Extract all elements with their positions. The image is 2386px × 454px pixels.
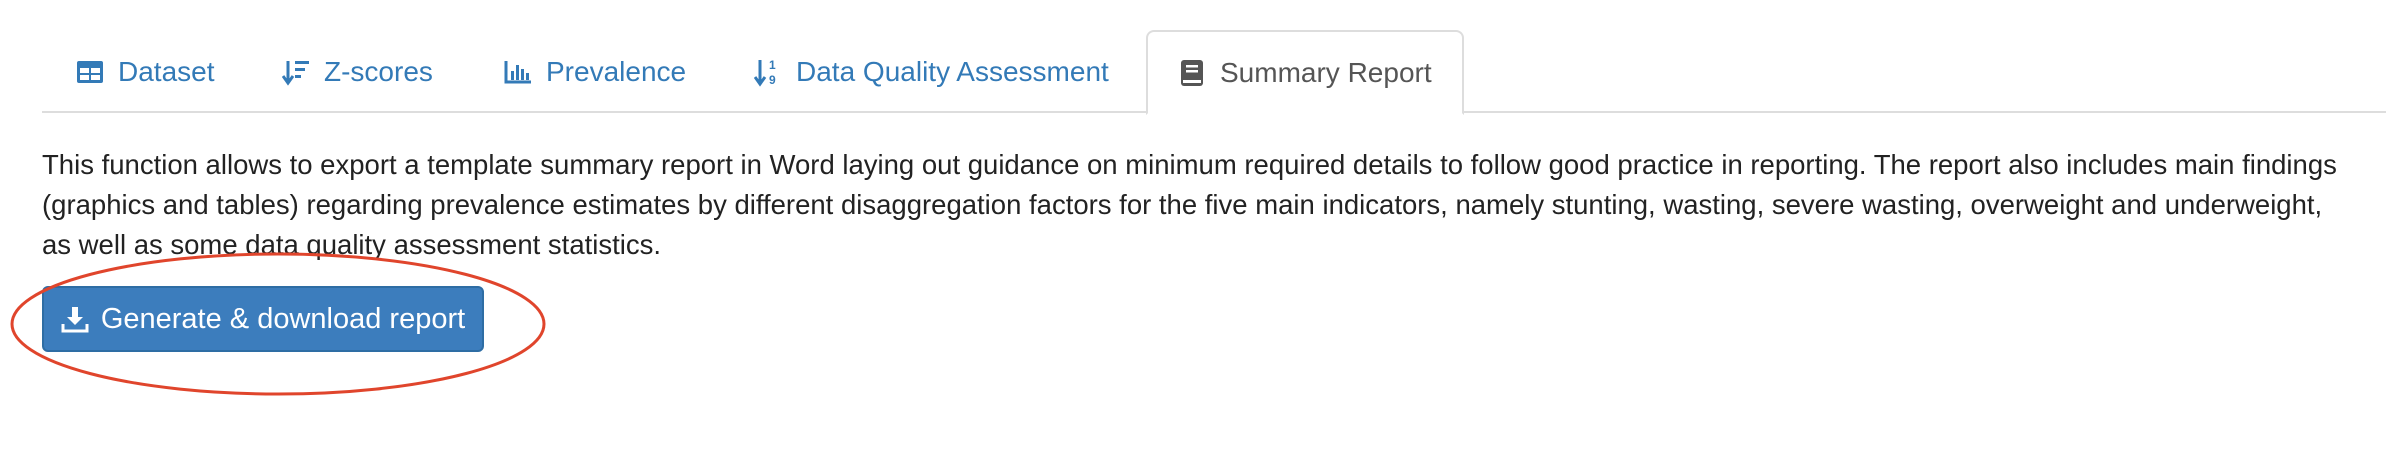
tab-label: Z-scores [324, 55, 433, 87]
tab-prevalence[interactable]: Prevalence [504, 30, 686, 113]
tab-label: Data Quality Assessment [796, 55, 1109, 87]
tab-summary-report[interactable]: Summary Report [1146, 30, 1464, 115]
table-icon [76, 58, 104, 86]
tab-bar: Dataset Z-scores [42, 30, 2386, 115]
svg-text:9: 9 [769, 73, 776, 87]
tab-label: Prevalence [546, 55, 687, 87]
tab-dataset[interactable]: Dataset [76, 30, 215, 113]
generate-download-report-button[interactable]: Generate & download report [42, 286, 484, 352]
description-text: This function allows to export a templat… [42, 149, 2337, 260]
bar-chart-icon [504, 58, 532, 86]
button-label: Generate & download report [100, 302, 466, 335]
tab-data-quality-assessment[interactable]: 1 9 Data Quality Assessment [754, 30, 1109, 113]
tab-z-scores[interactable]: Z-scores [282, 30, 433, 113]
tab-label: Summary Report [1220, 56, 1432, 88]
sort-amount-down-icon [282, 58, 310, 86]
book-icon [1178, 59, 1206, 87]
tab-label: Dataset [118, 55, 215, 87]
sort-numeric-down-icon: 1 9 [754, 58, 782, 87]
svg-text:1: 1 [769, 58, 776, 72]
download-icon [61, 305, 89, 333]
